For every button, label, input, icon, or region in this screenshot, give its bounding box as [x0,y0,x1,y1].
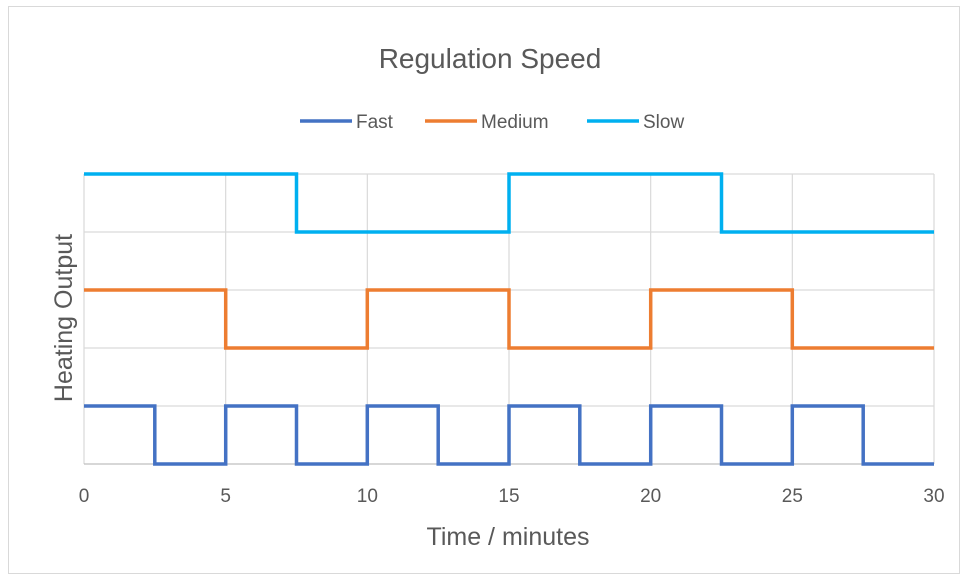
series-line-slow [84,172,934,234]
legend: Fast Medium Slow [300,112,684,133]
y-axis-label: Heating Output [50,234,78,402]
chart-title: Regulation Speed [379,43,602,74]
series-layer [84,172,934,466]
x-tick-label: 30 [923,486,944,507]
x-tick-label: 0 [79,486,90,507]
x-axis-label: Time / minutes [426,523,589,551]
legend-label-medium: Medium [481,112,549,133]
x-tick-label: 15 [498,486,519,507]
series-line-medium [84,288,934,350]
legend-label-fast: Fast [356,112,394,133]
x-tick-label: 5 [220,486,231,507]
x-tick-labels: 0 5 10 15 20 25 30 [79,486,945,507]
legend-label-slow: Slow [643,112,684,133]
x-tick-label: 25 [782,486,803,507]
x-tick-label: 20 [640,486,661,507]
series-line-fast [84,404,934,466]
x-tick-label: 10 [357,486,378,507]
